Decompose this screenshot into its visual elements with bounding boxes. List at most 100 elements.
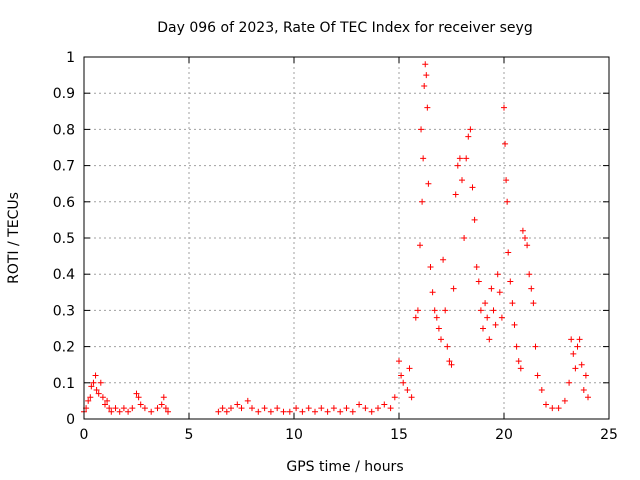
data-point xyxy=(324,408,331,415)
data-point xyxy=(524,242,531,249)
data-point xyxy=(286,408,293,415)
data-point xyxy=(255,408,262,415)
data-point xyxy=(427,263,434,270)
data-point xyxy=(465,133,472,140)
y-tick-label: 0 xyxy=(66,412,75,428)
data-point xyxy=(97,379,104,386)
data-point xyxy=(420,155,427,162)
data-point xyxy=(425,180,432,187)
data-point xyxy=(349,408,356,415)
data-point xyxy=(572,365,579,372)
data-point xyxy=(494,271,501,278)
data-points xyxy=(81,61,591,415)
data-point xyxy=(502,140,509,147)
data-point xyxy=(568,336,575,343)
data-point xyxy=(406,365,413,372)
data-point xyxy=(261,405,268,412)
data-point xyxy=(566,379,573,386)
data-point xyxy=(444,343,451,350)
data-point xyxy=(549,405,556,412)
data-point xyxy=(93,387,100,394)
data-point xyxy=(85,397,92,404)
y-tick-label: 0.4 xyxy=(53,267,75,283)
data-point xyxy=(299,408,306,415)
data-point xyxy=(534,372,541,379)
data-point xyxy=(412,314,419,321)
data-point xyxy=(488,285,495,292)
x-tick-label: 15 xyxy=(390,427,408,443)
data-point xyxy=(440,256,447,263)
data-point xyxy=(528,285,535,292)
data-point xyxy=(522,235,528,241)
data-point xyxy=(381,401,388,408)
data-point xyxy=(234,401,241,408)
data-point xyxy=(280,408,287,415)
y-tick-label: 1 xyxy=(66,50,75,66)
data-point xyxy=(293,405,300,412)
data-point xyxy=(125,408,132,415)
x-tick-label: 10 xyxy=(285,427,303,443)
data-point xyxy=(330,405,337,412)
y-tick-label: 0.6 xyxy=(53,195,75,211)
data-point xyxy=(162,405,169,412)
data-point xyxy=(431,307,438,314)
data-point xyxy=(498,314,505,321)
data-point xyxy=(99,394,106,401)
data-point xyxy=(148,408,155,415)
y-tick-label: 0.8 xyxy=(53,122,75,138)
data-point xyxy=(456,155,463,162)
data-point xyxy=(356,401,363,408)
data-point xyxy=(318,405,325,412)
data-point xyxy=(482,300,489,307)
data-point xyxy=(515,358,522,365)
data-point xyxy=(135,394,142,401)
data-point xyxy=(582,372,589,379)
data-point xyxy=(435,325,442,332)
data-point xyxy=(442,307,449,314)
data-point xyxy=(461,235,468,241)
data-point xyxy=(391,394,398,401)
data-point xyxy=(578,361,585,368)
data-point xyxy=(570,350,577,357)
data-point xyxy=(507,278,514,285)
data-point xyxy=(446,358,453,365)
x-tick-label: 0 xyxy=(80,427,89,443)
data-point xyxy=(561,397,568,404)
data-point xyxy=(471,216,478,223)
data-point xyxy=(158,401,165,408)
data-point xyxy=(398,372,405,379)
data-point xyxy=(526,271,533,278)
data-point xyxy=(511,321,518,328)
data-point xyxy=(87,394,94,401)
data-point xyxy=(129,405,136,412)
data-point xyxy=(454,162,461,169)
data-point xyxy=(486,336,493,343)
data-point xyxy=(102,401,108,408)
data-point xyxy=(414,307,421,314)
data-point xyxy=(228,405,234,412)
data-point xyxy=(418,126,425,133)
data-point xyxy=(116,408,123,415)
y-tick-label: 0.1 xyxy=(53,376,75,392)
data-point xyxy=(543,401,549,408)
data-point xyxy=(368,408,375,415)
data-point xyxy=(473,263,480,270)
data-point xyxy=(141,405,148,412)
y-axis-label: ROTI / TECUs xyxy=(6,192,22,284)
data-point xyxy=(422,61,429,68)
data-point xyxy=(496,289,503,296)
y-tick-label: 0.2 xyxy=(53,340,75,356)
data-point xyxy=(343,405,350,412)
data-point xyxy=(424,104,431,111)
data-point xyxy=(580,387,587,394)
axis-ticks: 0 5 10 15 20 25 0 0.1 0.2 0.3 0.4 0.5 0.6 0.7 0.8 0.9 1 xyxy=(53,50,618,443)
data-point xyxy=(274,405,281,412)
data-point xyxy=(490,307,497,314)
y-tick-label: 0.3 xyxy=(53,303,75,319)
data-point xyxy=(337,408,344,415)
data-point xyxy=(463,155,470,162)
data-point xyxy=(480,325,486,332)
data-point xyxy=(92,372,99,379)
data-point xyxy=(160,394,167,401)
